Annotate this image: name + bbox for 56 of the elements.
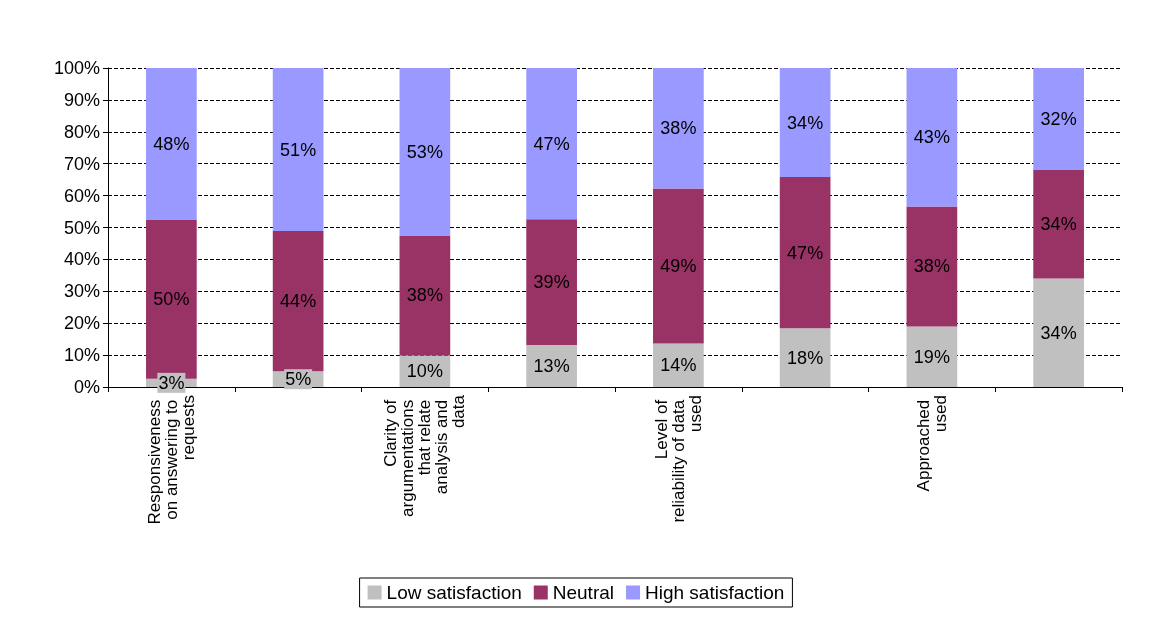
legend-label: Neutral: [552, 582, 615, 603]
data-label: 43%: [913, 127, 950, 148]
bar: [272, 68, 324, 232]
y-tick-label: 60%: [63, 185, 100, 206]
data-label: 50%: [153, 289, 190, 310]
data-label: 34%: [787, 112, 824, 133]
x-tick-label: Clarity of argumentations that relate analysis and data: [381, 394, 469, 517]
data-label: 48%: [153, 133, 190, 154]
bar: [399, 68, 451, 236]
bar: [526, 68, 577, 220]
data-label: 49%: [660, 256, 697, 277]
data-label: 34%: [1040, 213, 1077, 234]
data-label: 38%: [406, 285, 443, 306]
x-tick-label: Level of reliability of data used: [651, 395, 705, 523]
y-tick-label: 40%: [63, 249, 100, 270]
bar: [1033, 169, 1084, 279]
y-tick-label: 10%: [63, 345, 100, 366]
bar: [779, 177, 831, 329]
data-label: 18%: [787, 347, 824, 368]
data-label: 39%: [533, 272, 570, 293]
data-label: 10%: [406, 361, 443, 382]
bar: [146, 68, 197, 220]
y-tick-label: 20%: [63, 313, 100, 334]
data-label: 44%: [280, 291, 317, 312]
bar: [906, 206, 958, 327]
bar: [653, 68, 704, 189]
bar: [1033, 278, 1084, 387]
data-label: 38%: [660, 118, 697, 139]
data-label: 34%: [1040, 322, 1077, 343]
y-tick-label: 30%: [63, 281, 100, 302]
data-label: 3%: [158, 372, 185, 393]
bar: [526, 219, 577, 345]
bar: [272, 231, 324, 372]
data-label: 5%: [285, 369, 312, 390]
y-tick-label: 80%: [63, 121, 100, 142]
data-label: 38%: [913, 256, 950, 277]
y-tick-label: 0%: [73, 377, 100, 397]
data-label: 13%: [533, 355, 570, 376]
bar: [906, 68, 958, 207]
bar: [653, 188, 704, 344]
data-label: 47%: [533, 133, 570, 154]
data-label: 19%: [913, 346, 950, 367]
x-tick-label: Approached used: [913, 395, 950, 492]
data-label: 53%: [406, 141, 443, 162]
bar: [399, 235, 451, 356]
y-tick-label: 100%: [53, 58, 100, 78]
y-tick-label: 50%: [63, 217, 100, 238]
legend-label: Low satisfaction: [386, 582, 522, 603]
data-label: 47%: [787, 242, 824, 263]
data-label: 32%: [1040, 108, 1077, 129]
data-label: 51%: [280, 139, 317, 160]
y-tick-label: 90%: [63, 89, 100, 110]
legend-label: High satisfaction: [645, 582, 785, 603]
data-label: 14%: [660, 355, 697, 376]
x-tick-label: Responsiveness on answering to requests: [144, 395, 198, 525]
y-tick-label: 70%: [63, 153, 100, 174]
